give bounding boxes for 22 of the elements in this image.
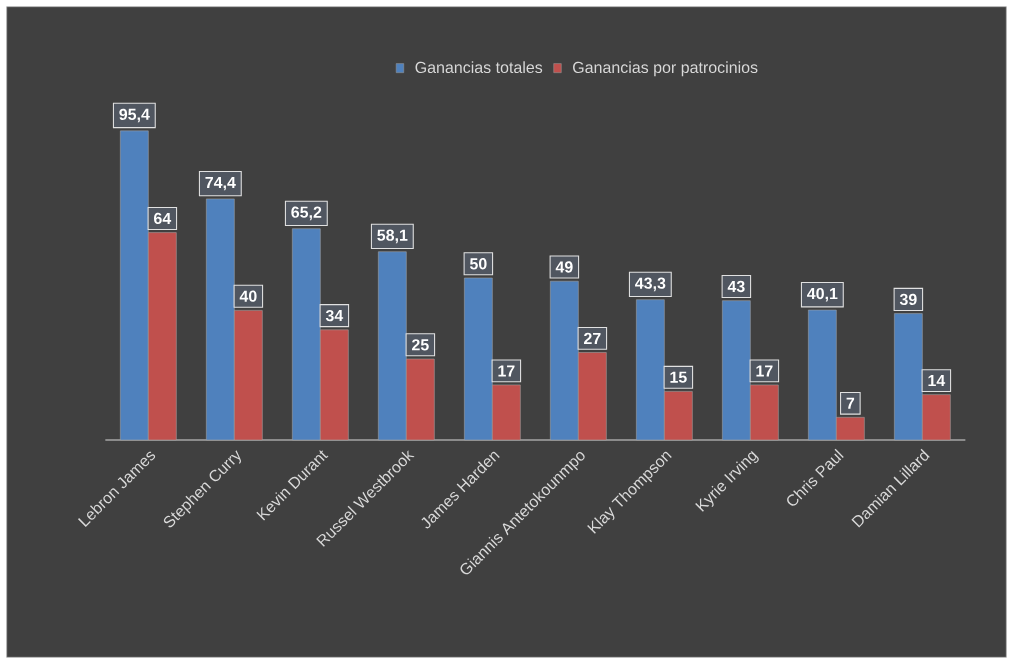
data-label: 50 bbox=[469, 258, 487, 270]
data-label: 43,3 bbox=[635, 277, 666, 292]
data-label: 34 bbox=[325, 309, 344, 322]
data-label: 43 bbox=[727, 280, 745, 293]
data-label: 58,1 bbox=[377, 229, 408, 244]
data-label: 40,1 bbox=[807, 287, 838, 302]
data-label: 40 bbox=[239, 290, 257, 302]
data-label: 74,4 bbox=[205, 176, 236, 191]
data-label: 39 bbox=[899, 293, 917, 306]
data-label: 15 bbox=[670, 371, 687, 383]
data-label: 27 bbox=[584, 332, 601, 344]
data-label: 65,2 bbox=[291, 206, 322, 221]
data-label: 17 bbox=[756, 365, 773, 377]
legend-label: Ganancias por patrocinios bbox=[573, 61, 758, 77]
legend-label: Ganancias totales bbox=[415, 61, 543, 74]
data-label: 95,4 bbox=[119, 108, 150, 123]
data-label: 49 bbox=[555, 261, 573, 273]
data-label: 17 bbox=[498, 365, 515, 377]
data-label: 25 bbox=[412, 339, 429, 351]
data-label: 7 bbox=[846, 397, 855, 409]
data-label: 14 bbox=[928, 375, 946, 387]
data-label: 64 bbox=[154, 212, 172, 225]
